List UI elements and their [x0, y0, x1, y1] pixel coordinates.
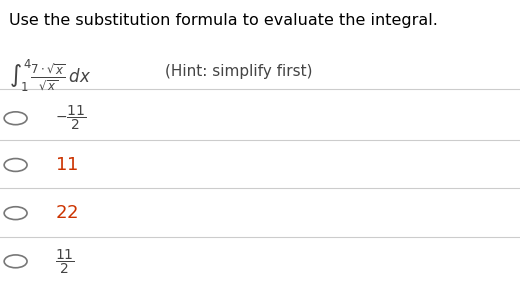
Text: $-\dfrac{11}{2}$: $-\dfrac{11}{2}$ — [55, 104, 86, 133]
Text: $\int_{1}^{4} \frac{7\cdot\sqrt{x}}{\sqrt{x}}\,dx$: $\int_{1}^{4} \frac{7\cdot\sqrt{x}}{\sqr… — [9, 58, 92, 95]
Text: $11$: $11$ — [55, 156, 78, 174]
Text: $22$: $22$ — [55, 204, 78, 222]
Text: $\dfrac{11}{2}$: $\dfrac{11}{2}$ — [55, 247, 74, 276]
Text: (Hint: simplify first): (Hint: simplify first) — [165, 64, 313, 79]
Text: Use the substitution formula to evaluate the integral.: Use the substitution formula to evaluate… — [9, 13, 438, 28]
